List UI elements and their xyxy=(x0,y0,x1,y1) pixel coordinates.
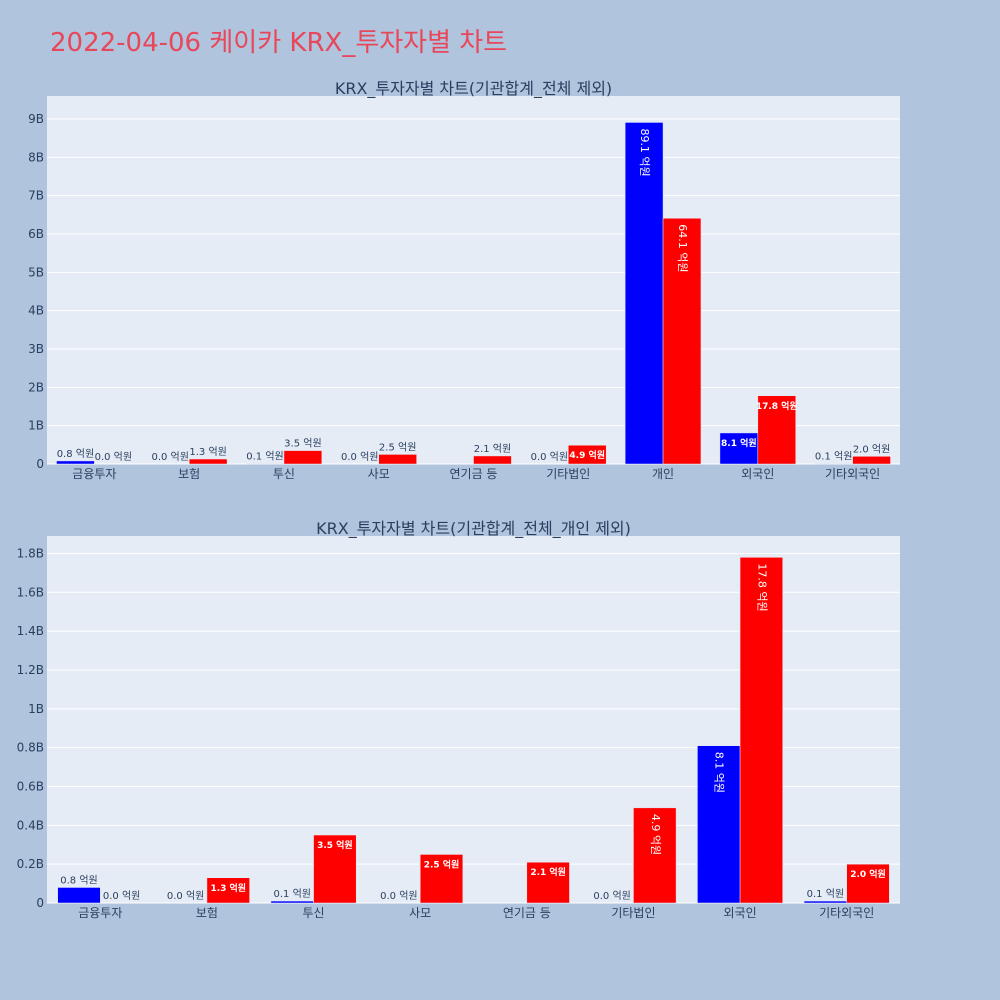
data-label: 17.8 억원 xyxy=(756,400,798,412)
data-label: 2.0 억원 xyxy=(853,443,890,455)
data-label: 0.1 억원 xyxy=(815,451,852,463)
y-tick-label: 0.6B xyxy=(17,779,44,793)
bar xyxy=(662,218,702,465)
data-label: 0.8 억원 xyxy=(57,448,94,460)
y-tick-label: 1.6B xyxy=(17,585,44,599)
x-tick-label: 보험 xyxy=(178,467,200,481)
data-label: 0.0 억원 xyxy=(380,890,417,902)
x-tick-label: 기타법인 xyxy=(611,906,655,920)
bar xyxy=(473,455,512,465)
y-tick-label: 8B xyxy=(28,150,44,164)
bar xyxy=(719,432,759,465)
y-tick-label: 0 xyxy=(36,457,44,471)
y-tick-label: 1B xyxy=(28,419,44,433)
x-tick-label: 기타외국인 xyxy=(825,467,880,481)
data-label: 2.1 억원 xyxy=(530,866,566,878)
y-tick-label: 1B xyxy=(28,702,44,716)
bar xyxy=(624,122,664,465)
bar xyxy=(57,887,101,904)
bar xyxy=(283,450,323,465)
y-tick-label: 0.4B xyxy=(17,818,44,832)
bar xyxy=(757,395,796,465)
y-tick-label: 1.8B xyxy=(17,546,44,560)
data-label: 3.5 억원 xyxy=(284,438,321,450)
y-tick-label: 0 xyxy=(36,896,44,910)
bar xyxy=(419,854,464,904)
data-label: 0.0 억원 xyxy=(151,451,188,463)
x-tick-label: 개인 xyxy=(652,467,674,481)
y-tick-label: 6B xyxy=(28,227,44,241)
y-tick-label: 0.8B xyxy=(17,741,44,755)
data-label: 0.0 억원 xyxy=(531,451,568,463)
x-tick-label: 외국인 xyxy=(724,906,757,920)
y-tick-label: 1.2B xyxy=(17,663,44,677)
bar xyxy=(633,807,677,904)
y-tick-label: 2B xyxy=(28,380,44,394)
data-label: 2.5 억원 xyxy=(424,858,460,870)
x-tick-label: 투신 xyxy=(273,467,295,481)
x-tick-label: 연기금 등 xyxy=(450,467,498,481)
data-label: 0.0 억원 xyxy=(95,451,132,463)
x-tick-label: 기타외국인 xyxy=(819,906,874,920)
x-tick-label: 사모 xyxy=(409,906,431,920)
data-label: 2.5 억원 xyxy=(379,441,416,453)
x-tick-label: 사모 xyxy=(368,467,390,481)
bar xyxy=(313,834,357,904)
data-label: 0.1 억원 xyxy=(246,451,283,463)
y-tick-label: 4B xyxy=(28,304,44,318)
data-label: 0.0 억원 xyxy=(341,451,378,463)
data-label: 4.9 억원 xyxy=(649,814,662,855)
data-label: 0.0 억원 xyxy=(593,890,630,902)
x-tick-label: 연기금 등 xyxy=(503,906,551,920)
data-label: 64.1 억원 xyxy=(676,224,689,272)
chart-title-1: KRX_투자자별 차트(기관합계_전체 제외) xyxy=(335,79,612,99)
data-label: 0.1 억원 xyxy=(807,888,844,900)
y-tick-label: 7B xyxy=(28,189,44,203)
data-label: 1.3 억원 xyxy=(189,446,226,458)
data-label: 3.5 억원 xyxy=(317,839,353,851)
data-label: 2.1 억원 xyxy=(474,443,511,455)
y-tick-label: 1.4B xyxy=(17,624,44,638)
data-label: 0.1 억원 xyxy=(273,888,310,900)
x-tick-label: 외국인 xyxy=(741,467,774,481)
bar xyxy=(803,900,847,904)
bar xyxy=(378,454,417,465)
x-tick-label: 기타법인 xyxy=(546,467,590,481)
bar xyxy=(188,458,228,465)
bar xyxy=(526,861,570,904)
data-label: 8.1 억원 xyxy=(713,752,726,793)
bar xyxy=(568,444,607,465)
bar xyxy=(739,557,783,904)
page-title: 2022-04-06 케이카 KRX_투자자별 차트 xyxy=(50,28,508,58)
x-tick-label: 투신 xyxy=(303,906,325,920)
bar xyxy=(206,877,250,904)
y-tick-label: 3B xyxy=(28,342,44,356)
data-label: 8.1 억원 xyxy=(721,437,757,449)
y-tick-label: 9B xyxy=(28,112,44,126)
data-label: 17.8 억원 xyxy=(755,563,768,611)
chart-title-2: KRX_투자자별 차트(기관합계_전체_개인 제외) xyxy=(316,519,631,539)
y-tick-label: 0.2B xyxy=(17,857,44,871)
bar xyxy=(852,456,891,465)
data-label: 89.1 억원 xyxy=(638,128,651,176)
data-label: 2.0 억원 xyxy=(850,868,886,880)
y-tick-label: 5B xyxy=(28,265,44,279)
data-label: 0.0 억원 xyxy=(167,890,204,902)
bar xyxy=(846,863,890,904)
data-label: 1.3 억원 xyxy=(210,882,246,894)
data-label: 0.8 억원 xyxy=(60,874,97,886)
bar xyxy=(56,460,95,465)
data-label: 4.9 억원 xyxy=(569,449,605,461)
bar xyxy=(270,900,314,904)
x-tick-label: 금융투자 xyxy=(78,906,122,920)
x-tick-label: 보험 xyxy=(196,906,218,920)
data-label: 0.0 억원 xyxy=(103,890,140,902)
x-tick-label: 금융투자 xyxy=(72,467,116,481)
